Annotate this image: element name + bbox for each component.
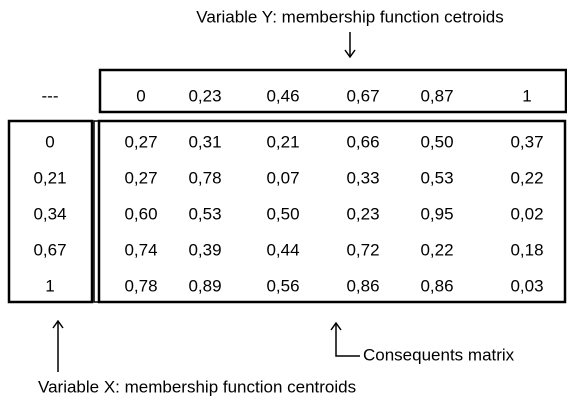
matrix-cell: 0,72 (346, 240, 379, 259)
cells: 0 0,23 0,46 0,67 0,87 1 0 0,21 0,34 0,67 1 0,27 0,31… (33, 86, 543, 295)
matrix-cell: 0,86 (346, 276, 379, 295)
arrow-matrix (330, 321, 360, 357)
column-header: 0 (136, 86, 145, 105)
top-label: Variable Y: membership function cetroids (196, 7, 503, 26)
header-box (98, 68, 567, 114)
column-header: 0,23 (188, 86, 221, 105)
row-header: 0,67 (33, 240, 66, 259)
matrix-cell: 0,44 (266, 240, 299, 259)
matrix-cell: 0,02 (510, 204, 543, 223)
matrix-cell: 0,50 (266, 204, 299, 223)
matrix-cell: 0,86 (420, 276, 453, 295)
matrix-cell: 0,07 (266, 168, 299, 187)
row-header: 0,34 (33, 204, 66, 223)
matrix-cell: 0,50 (420, 132, 453, 151)
matrix-cell: 0,78 (124, 276, 157, 295)
matrix-cell: 0,53 (420, 168, 453, 187)
matrix-cell: 0,22 (420, 240, 453, 259)
row-header: 1 (45, 276, 54, 295)
matrix-cell: 0,60 (124, 204, 157, 223)
arrow-down (344, 32, 356, 59)
column-header: 0,46 (266, 86, 299, 105)
matrix-cell: 0,39 (188, 240, 221, 259)
column-header: 1 (522, 86, 531, 105)
matrix-cell: 0,78 (188, 168, 221, 187)
matrix-cell: 0,27 (124, 132, 157, 151)
matrix-cell: 0,31 (188, 132, 221, 151)
column-header: 0,67 (346, 86, 379, 105)
matrix-cell: 0,74 (124, 240, 157, 259)
matrix-cell: 0,53 (188, 204, 221, 223)
matrix-cell: 0,27 (124, 168, 157, 187)
matrix-cell: 0,18 (510, 240, 543, 259)
corner: --- (42, 86, 59, 105)
matrix-cell: 0,21 (266, 132, 299, 151)
matrix-cell: 0,23 (346, 204, 379, 223)
matrix-cell: 0,89 (188, 276, 221, 295)
matrix-cell: 0,56 (266, 276, 299, 295)
row-header-box (7, 119, 94, 304)
matrix-cell: 0,33 (346, 168, 379, 187)
arrow-x (52, 319, 64, 372)
matrix-cell: 0,37 (510, 132, 543, 151)
column-header: 0,87 (420, 86, 453, 105)
matrix-cell: 0,22 (510, 168, 543, 187)
matrix-box (93, 119, 567, 304)
matrix-cell: 0,66 (346, 132, 379, 151)
matrix-cell: 0,95 (420, 204, 453, 223)
row-header: 0,21 (33, 168, 66, 187)
row-header: 0 (45, 132, 54, 151)
matrix-label: Consequents matrix (363, 345, 515, 364)
bottom-label: Variable X: membership function centroid… (38, 377, 356, 396)
matrix-cell: 0,03 (510, 276, 543, 295)
